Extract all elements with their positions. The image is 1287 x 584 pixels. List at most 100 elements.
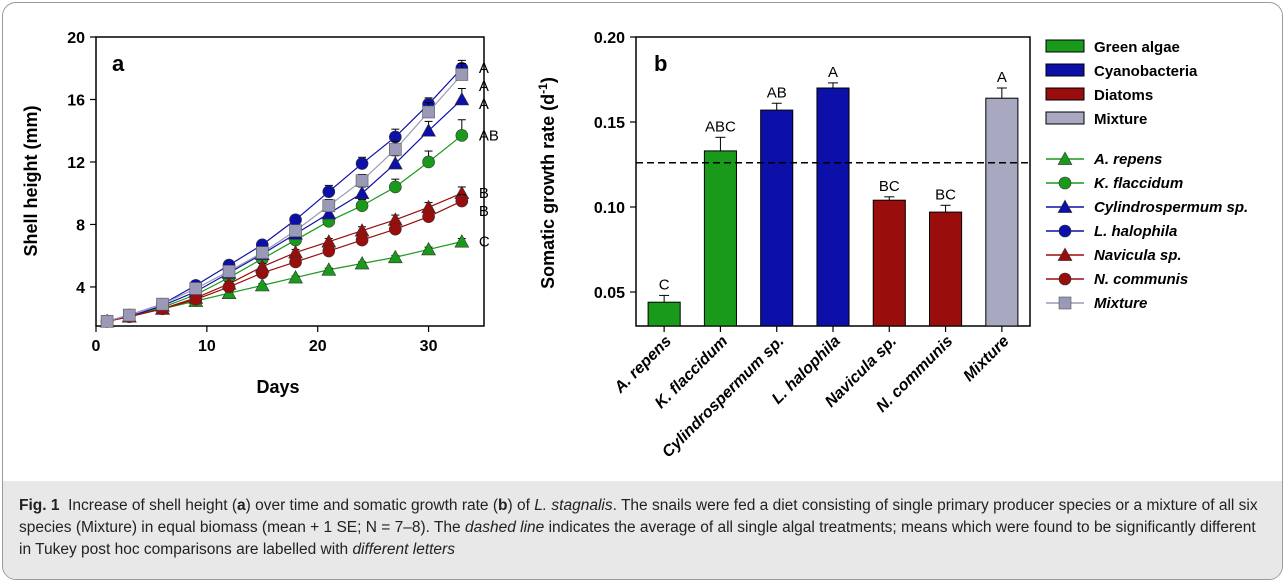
legend-label: Cylindrospermum sp.	[1094, 199, 1248, 216]
legend-label: L. halophila	[1094, 223, 1177, 240]
legend-label: A. repens	[1093, 151, 1162, 168]
panel-b-ylabel-main: Somatic growth rate (d	[538, 94, 558, 289]
data-point	[455, 194, 469, 208]
caption-text-1: Increase of shell height (	[68, 497, 237, 514]
data-point	[454, 234, 470, 248]
caption-box: Fig. 1 Increase of shell height (a) over…	[3, 481, 1282, 579]
sig-letter: B	[479, 203, 489, 220]
legend-label: Mixture	[1094, 111, 1147, 128]
legend-item-l-halophila: L. halophila	[1046, 223, 1177, 240]
sig-letter: B	[479, 185, 489, 202]
caption-text-2: ) over time and somatic growth rate (	[245, 497, 499, 514]
sig-letter: AB	[479, 127, 499, 144]
caption-text-3: ) of	[507, 497, 535, 514]
figure-caption: Fig. 1 Increase of shell height (a) over…	[19, 495, 1267, 561]
legend-item-mixture: Mixture	[1046, 295, 1147, 312]
panel-b-ticks: 0.05 0.10 0.15 0.20	[594, 30, 636, 302]
caption-text-4: . The snails were fed a diet consisting …	[19, 497, 1258, 536]
bar	[816, 87, 850, 327]
caption-text-5: indicates the average of all single alga…	[19, 519, 1256, 558]
data-point	[189, 282, 203, 295]
x-tick-label: 0	[92, 338, 101, 355]
data-point	[100, 315, 114, 328]
legend-swatch	[1045, 39, 1085, 53]
legend-item-green-algae: Green algae	[1045, 39, 1180, 56]
sig-letter: C	[479, 234, 490, 251]
data-point	[288, 270, 303, 284]
caption-panel-b: b	[498, 497, 508, 514]
data-point	[321, 206, 337, 220]
legend-label: Navicula sp.	[1094, 247, 1182, 264]
panel-a-letter: a	[112, 51, 125, 76]
legend-label: Cyanobacteria	[1094, 63, 1198, 80]
data-point	[122, 308, 136, 322]
bar	[647, 301, 681, 327]
data-point	[254, 277, 270, 292]
legend-label: N. communis	[1094, 271, 1188, 288]
legend-marker	[1058, 296, 1072, 310]
series-l-halophila	[100, 59, 469, 328]
data-point	[322, 199, 336, 213]
y-tick-label: 0.15	[594, 115, 625, 132]
data-point	[255, 266, 269, 280]
figure-canvas: a Days Shell height (mm) 0 10 20 30 4 8 12 16 20…	[21, 30, 1248, 461]
legend-item-n-communis: N. communis	[1046, 271, 1188, 288]
legend-item-navicula-sp: Navicula sp.	[1046, 247, 1182, 264]
x-tick-label: 10	[198, 338, 216, 355]
caption-panel-a: a	[236, 497, 246, 514]
legend-label: Diatoms	[1094, 87, 1153, 104]
y-tick-label: 20	[67, 30, 85, 47]
series-a-repens	[99, 234, 470, 328]
sig-letter: A	[479, 78, 489, 95]
sig-letter: C	[659, 276, 670, 293]
data-point	[422, 155, 435, 169]
data-point	[255, 246, 269, 259]
panel-b-ylabel-sup: -1	[536, 83, 550, 94]
x-tick-label: Mixture	[960, 333, 1012, 385]
y-tick-label: 0.20	[594, 30, 625, 47]
data-point	[355, 199, 369, 213]
series-cylindrospermum-sp	[99, 88, 470, 328]
legend-marker	[1058, 224, 1072, 238]
sig-letter: BC	[879, 178, 900, 195]
data-point	[422, 105, 435, 119]
sig-letter: A	[828, 64, 838, 81]
data-point	[422, 210, 435, 223]
y-tick-label: 16	[67, 92, 85, 109]
panel-a-chart: a Days Shell height (mm) 0 10 20 30 4 8 12 16 20…	[21, 30, 499, 397]
data-point	[389, 222, 402, 236]
y-tick-label: 0.05	[594, 285, 625, 302]
caption-diff-letters: different letters	[352, 541, 455, 558]
data-point	[355, 174, 369, 188]
series-mixture	[100, 63, 469, 328]
legend-label: Mixture	[1094, 295, 1147, 312]
data-point	[189, 293, 203, 306]
data-point	[222, 265, 236, 278]
legend-item-cylindrospermum-sp: Cylindrospermum sp.	[1046, 199, 1248, 216]
legend-label: K. flaccidum	[1094, 175, 1183, 192]
bar-group-mixture: A Mixture	[960, 69, 1019, 385]
legend-item-diatoms: Diatoms	[1045, 87, 1153, 104]
bar	[985, 97, 1019, 327]
data-point	[389, 180, 402, 194]
legend-marker	[1057, 199, 1073, 213]
panel-b-letter: b	[654, 51, 667, 76]
series-line	[106, 99, 463, 322]
series-navicula-sp	[99, 185, 470, 328]
legend-marker	[1057, 151, 1073, 165]
data-point	[354, 255, 370, 270]
data-point	[421, 241, 436, 256]
data-point	[387, 156, 403, 170]
panel-b-chart: b Somatic growth rate (d-1) 0.05 0.10 0.15…	[536, 30, 1031, 461]
legend-item-cyanobacteria: Cyanobacteria	[1045, 63, 1198, 80]
legend-label: Green algae	[1094, 39, 1180, 56]
data-point	[355, 233, 369, 247]
data-point	[455, 129, 469, 142]
data-point	[289, 224, 302, 238]
y-tick-label: 0.10	[594, 200, 625, 217]
x-tick-label: 20	[309, 338, 327, 355]
panel-a-ticks: 0 10 20 30 4 8 12 16 20	[67, 30, 437, 355]
sig-letter: AB	[767, 84, 787, 101]
